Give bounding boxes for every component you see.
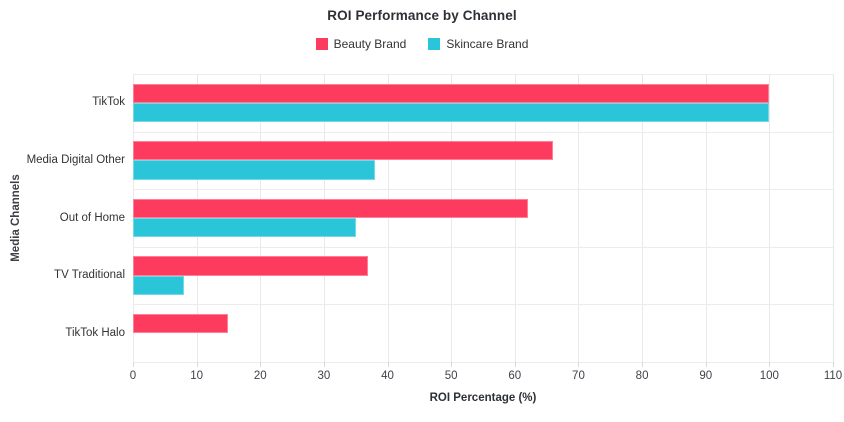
gridline-x-80	[642, 74, 644, 362]
band-separator	[133, 74, 833, 75]
band-separator	[133, 189, 833, 191]
category-label-tv-traditional: TV Traditional	[54, 269, 125, 282]
legend-swatch-skincare-brand	[428, 38, 441, 50]
chart-title: ROI Performance by Channel	[327, 8, 517, 23]
x-tick-label-90: 90	[699, 370, 713, 382]
gridline-x-70	[578, 74, 580, 362]
tick-mark-x-0	[133, 362, 134, 367]
category-label-out-of-home: Out of Home	[59, 211, 125, 224]
tick-mark-x-60	[514, 362, 516, 367]
legend-label: Skincare Brand	[446, 37, 529, 51]
band-separator	[133, 362, 833, 363]
band-separator	[133, 246, 833, 248]
legend-item-skincare-brand[interactable]: Skincare Brand	[428, 37, 528, 51]
tick-mark-x-30	[323, 362, 325, 367]
x-tick-label-0: 0	[129, 370, 137, 382]
category-label-media-digital-other: Media Digital Other	[26, 153, 125, 166]
plot-area	[133, 74, 834, 363]
x-axis-title: ROI Percentage (%)	[429, 392, 537, 404]
bar-skincare-brand-media-digital-other	[133, 160, 375, 180]
gridline-x-110	[833, 74, 834, 362]
category-label-tiktok-halo: TikTok Halo	[65, 326, 125, 339]
bar-beauty-brand-tiktok-halo	[133, 313, 229, 334]
band-separator	[133, 304, 833, 306]
x-tick-label-100: 100	[759, 370, 779, 382]
gridline-x-90	[705, 74, 707, 362]
gridline-x-60	[514, 74, 516, 362]
bar-skincare-brand-out-of-home	[133, 218, 356, 238]
x-tick-label-20: 20	[253, 370, 267, 382]
tick-mark-x-80	[642, 362, 644, 367]
tick-mark-x-90	[705, 362, 707, 367]
tick-mark-x-100	[769, 362, 771, 367]
x-tick-label-40: 40	[381, 370, 394, 382]
gridline-x-40	[387, 74, 389, 362]
bar-skincare-brand-tiktok	[133, 102, 770, 123]
bar-beauty-brand-media-digital-other	[133, 141, 553, 161]
gridline-x-100	[769, 74, 771, 362]
legend-label: Beauty Brand	[333, 37, 407, 51]
x-tick-label-10: 10	[190, 370, 204, 382]
category-label-tiktok: TikTok	[92, 96, 125, 109]
bar-beauty-brand-tiktok	[133, 83, 770, 103]
x-tick-label-80: 80	[635, 370, 649, 382]
gridline-x-50	[451, 74, 453, 362]
bar-beauty-brand-tv-traditional	[133, 256, 369, 276]
bar-beauty-brand-out-of-home	[133, 198, 528, 218]
tick-mark-x-70	[578, 362, 580, 367]
legend: Beauty Brand Skincare Brand	[0, 37, 844, 51]
tick-mark-x-40	[387, 362, 389, 367]
x-tick-label-30: 30	[317, 370, 331, 382]
bar-skincare-brand-tv-traditional	[133, 275, 184, 295]
legend-swatch-beauty-brand	[315, 38, 328, 50]
x-tick-label-70: 70	[572, 370, 585, 382]
x-tick-label-50: 50	[444, 370, 458, 382]
tick-mark-x-10	[196, 362, 198, 367]
tick-mark-x-110	[833, 362, 834, 367]
band-separator	[133, 131, 833, 133]
x-tick-label-110: 110	[823, 370, 843, 382]
tick-mark-x-50	[451, 362, 453, 367]
x-tick-label-60: 60	[508, 370, 522, 382]
tick-mark-x-20	[260, 362, 262, 367]
legend-item-beauty-brand[interactable]: Beauty Brand	[315, 37, 407, 51]
